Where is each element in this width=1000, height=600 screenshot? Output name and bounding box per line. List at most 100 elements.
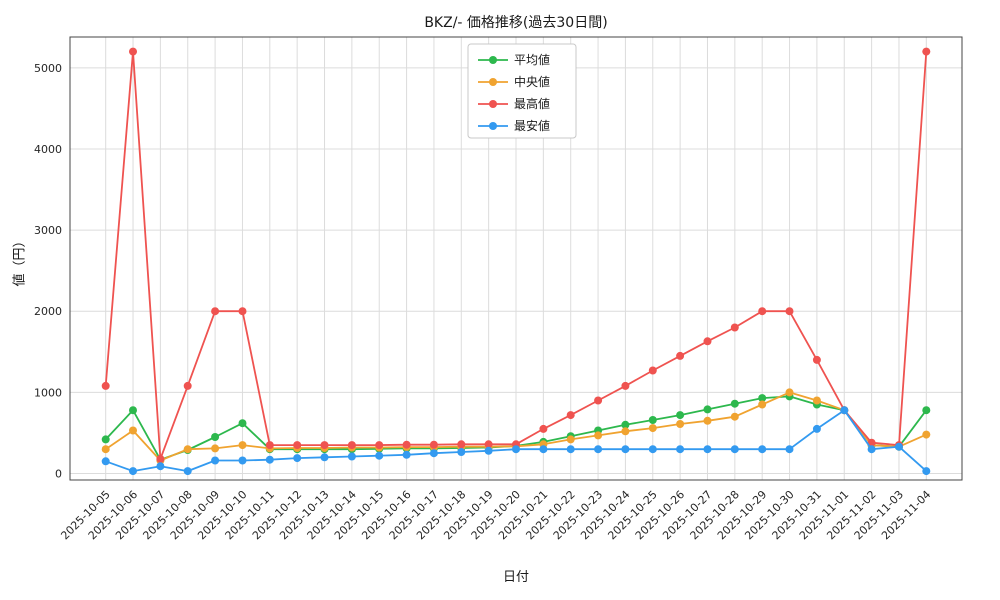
y-tick-label: 2000 xyxy=(34,305,62,318)
data-point-average xyxy=(676,411,685,420)
data-point-median xyxy=(594,431,603,440)
data-point-max xyxy=(539,424,548,433)
y-axis-label: 値（円） xyxy=(12,234,28,287)
data-point-max xyxy=(648,366,657,375)
data-point-max xyxy=(484,440,493,449)
data-point-average xyxy=(648,416,657,424)
data-point-median xyxy=(785,388,794,397)
data-point-median xyxy=(566,435,575,444)
data-point-max xyxy=(703,337,712,346)
data-point-max xyxy=(320,441,329,450)
data-point-max xyxy=(429,440,438,449)
data-point-max xyxy=(812,355,821,364)
data-point-average xyxy=(129,406,137,415)
data-point-average xyxy=(730,399,739,408)
data-point-median xyxy=(621,427,630,436)
y-tick-label: 5000 xyxy=(34,62,62,75)
data-point-median xyxy=(648,424,657,433)
legend-label-median: 中央値 xyxy=(514,74,550,89)
data-point-min xyxy=(238,456,247,465)
data-point-min xyxy=(129,467,137,476)
y-tick-label: 3000 xyxy=(34,224,62,237)
data-point-max xyxy=(101,381,110,390)
legend-marker-point-average xyxy=(489,56,497,64)
data-point-min xyxy=(512,445,520,454)
legend-label-average: 平均値 xyxy=(514,52,550,67)
data-point-min xyxy=(785,445,794,454)
data-point-min xyxy=(840,406,849,415)
data-point-median xyxy=(922,430,931,439)
data-point-min xyxy=(895,442,903,451)
data-point-min xyxy=(812,424,821,433)
chart-title: BKZ/- 価格推移(過去30日間) xyxy=(424,15,608,31)
legend-box xyxy=(467,43,577,139)
y-tick-label: 4000 xyxy=(34,143,62,156)
data-point-max xyxy=(758,307,767,316)
data-point-max xyxy=(375,441,384,450)
data-point-min xyxy=(402,450,411,459)
data-point-max xyxy=(457,440,466,449)
plot-border xyxy=(69,36,963,481)
legend-label-min: 最安値 xyxy=(514,118,550,133)
data-point-min xyxy=(730,445,739,454)
data-point-max xyxy=(265,441,274,450)
data-point-min xyxy=(101,457,110,466)
data-point-max xyxy=(129,47,137,56)
data-point-min xyxy=(375,451,384,460)
y-tick-label: 1000 xyxy=(34,386,62,399)
data-point-min xyxy=(566,445,575,454)
data-point-average xyxy=(758,394,767,403)
data-point-min xyxy=(758,445,767,454)
data-point-min xyxy=(347,452,356,461)
data-point-average xyxy=(211,433,220,441)
data-point-max xyxy=(402,440,411,449)
data-point-median xyxy=(238,441,247,450)
data-point-max xyxy=(347,441,356,450)
data-point-max xyxy=(238,307,247,316)
data-point-min xyxy=(293,454,302,463)
data-point-median xyxy=(730,412,739,421)
x-axis-label: 日付 xyxy=(502,570,529,585)
data-point-median xyxy=(703,416,712,425)
data-point-median xyxy=(812,396,821,405)
data-point-median xyxy=(129,426,137,435)
legend-marker-point-max xyxy=(489,100,497,108)
data-point-median xyxy=(676,420,685,428)
data-point-average xyxy=(922,406,931,415)
data-point-max xyxy=(785,307,794,316)
data-point-average xyxy=(621,420,630,429)
data-point-min xyxy=(621,445,630,454)
data-point-min xyxy=(457,448,466,456)
legend-marker-point-min xyxy=(489,122,497,130)
data-point-median xyxy=(101,445,110,454)
data-point-max xyxy=(676,351,685,360)
data-point-min xyxy=(648,445,657,454)
data-point-min xyxy=(320,453,329,462)
data-point-min xyxy=(211,456,220,465)
data-point-max xyxy=(594,396,603,405)
data-point-max xyxy=(211,307,220,316)
data-point-max xyxy=(621,381,630,390)
data-point-min xyxy=(156,462,165,471)
data-point-average xyxy=(238,419,247,428)
data-point-min xyxy=(484,446,493,455)
data-point-median xyxy=(211,444,220,453)
data-point-min xyxy=(539,445,548,454)
data-point-median xyxy=(183,445,192,454)
data-point-min xyxy=(594,445,603,454)
data-point-max xyxy=(922,47,931,56)
y-tick-label: 0 xyxy=(55,468,62,481)
legend-marker-point-median xyxy=(489,78,497,86)
data-point-min xyxy=(867,445,876,454)
data-point-max xyxy=(183,381,192,390)
legend-label-max: 最高値 xyxy=(514,96,550,111)
data-point-min xyxy=(429,449,438,458)
data-point-min xyxy=(265,455,274,464)
data-point-min xyxy=(676,445,685,454)
data-point-max xyxy=(730,323,739,332)
data-point-max xyxy=(867,438,876,447)
data-point-max xyxy=(156,454,165,463)
data-point-average xyxy=(101,435,110,444)
